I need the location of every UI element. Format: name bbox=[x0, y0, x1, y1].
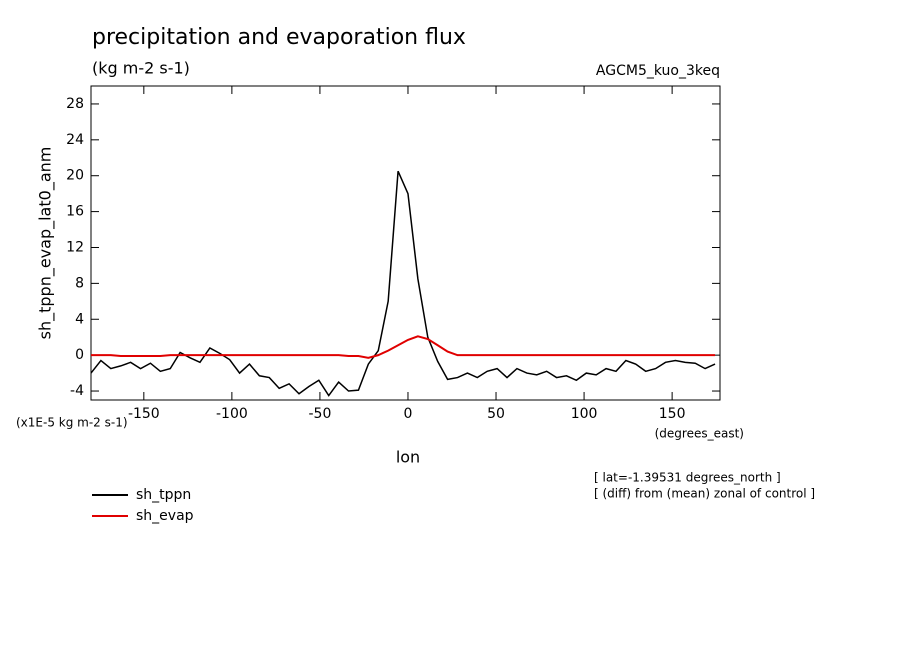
x-axis-label: lon bbox=[396, 448, 420, 467]
series-line bbox=[91, 335, 716, 359]
series-line bbox=[90, 170, 716, 397]
legend-label: sh_evap bbox=[136, 508, 194, 524]
y-tick-label: -4 bbox=[70, 383, 84, 399]
note: [ lat=-1.39531 degrees_north ] bbox=[594, 471, 781, 485]
x-tick-label: -150 bbox=[128, 406, 160, 422]
y-axis-label: sh_tppn_evap_lat0_anm bbox=[36, 147, 56, 340]
y-tick-label: 28 bbox=[66, 96, 84, 112]
y-tick-label: 16 bbox=[66, 204, 84, 220]
y-tick-label: 12 bbox=[66, 239, 84, 255]
x-tick-label: -100 bbox=[216, 406, 248, 422]
y-tick-label: 0 bbox=[75, 347, 84, 363]
x-tick-label: 100 bbox=[571, 406, 598, 422]
y-tick-label: 4 bbox=[75, 311, 84, 327]
chart-subtitle: (kg m-2 s-1) bbox=[92, 59, 190, 78]
y-tick-label: 24 bbox=[66, 132, 84, 148]
chart-title: precipitation and evaporation flux bbox=[92, 25, 466, 50]
dataset-label: AGCM5_kuo_3keq bbox=[596, 63, 720, 79]
x-units: (degrees_east) bbox=[655, 427, 744, 441]
plot-frame bbox=[90, 85, 721, 401]
y-tick-label: 8 bbox=[75, 275, 84, 291]
x-tick-label: 50 bbox=[487, 406, 505, 422]
y-units: (x1E-5 kg m-2 s-1) bbox=[16, 416, 128, 430]
note: [ (diff) from (mean) zonal of control ] bbox=[594, 487, 815, 501]
x-tick-label: -50 bbox=[308, 406, 331, 422]
x-tick-label: 150 bbox=[659, 406, 686, 422]
legend-label: sh_tppn bbox=[136, 487, 191, 503]
y-tick-label: 20 bbox=[66, 168, 84, 184]
x-tick-label: 0 bbox=[404, 406, 413, 422]
